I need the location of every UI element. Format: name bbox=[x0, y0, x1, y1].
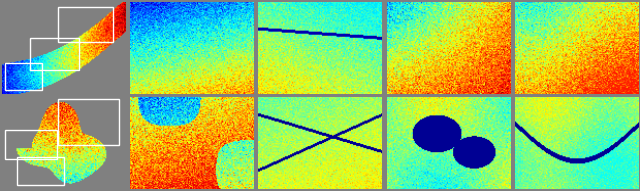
Bar bbox=[58, 7, 113, 42]
Bar bbox=[5, 62, 42, 90]
Bar bbox=[58, 99, 120, 145]
Bar bbox=[5, 129, 56, 159]
Bar bbox=[29, 38, 79, 70]
Bar bbox=[17, 157, 64, 185]
